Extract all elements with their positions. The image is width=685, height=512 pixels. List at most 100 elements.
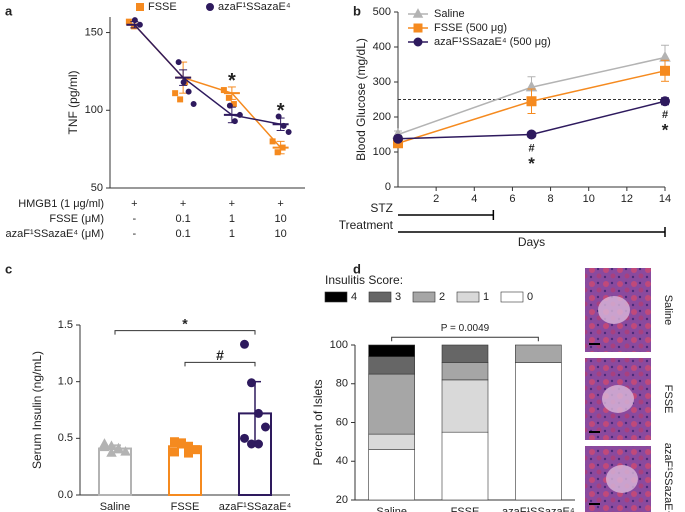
data-point <box>285 129 292 136</box>
x-tick-label: 10 <box>583 193 595 205</box>
series-line <box>133 24 281 126</box>
y-tick-label: 100 <box>85 104 103 116</box>
x-tick-label: Saline <box>376 506 407 512</box>
legend-label: FSSE (500 μg) <box>434 22 507 34</box>
comparison-bracket <box>391 336 539 342</box>
significance: * <box>277 100 285 122</box>
bar-segment <box>515 362 562 501</box>
y-axis-label: TNF (pg/ml) <box>66 71 80 135</box>
y-axis-label: Serum Insulin (ng/mL) <box>30 351 44 469</box>
legend-marker <box>412 8 424 18</box>
islet <box>606 465 638 493</box>
y-tick-label: 500 <box>373 6 391 18</box>
table-row-label: azaF¹SSazaE⁴ (μM) <box>6 228 104 240</box>
data-point <box>177 96 184 103</box>
x-tick-label: Saline <box>100 501 131 512</box>
mean-marker <box>393 133 403 144</box>
legend-marker <box>413 37 423 47</box>
annotation: * <box>662 121 669 140</box>
series-line <box>133 24 282 149</box>
timeline-label: STZ <box>370 201 393 215</box>
x-axis-label: Days <box>518 235 545 249</box>
data-point <box>99 441 110 452</box>
comparison-label: * <box>182 315 188 331</box>
bar-segment <box>368 373 415 435</box>
table-cell: 1 <box>229 213 235 225</box>
x-tick-label: FSSE <box>451 506 480 512</box>
mean-marker <box>526 129 537 140</box>
panel-letter: d <box>353 261 361 276</box>
legend-label: 2 <box>439 291 445 303</box>
legend-label: azaF¹SSazaE⁴ (500 μg) <box>434 36 551 48</box>
y-tick-label: 80 <box>336 378 348 390</box>
legend-marker <box>206 3 214 11</box>
bar-segment <box>441 379 489 433</box>
mean-marker <box>660 96 670 107</box>
y-tick-label: 50 <box>91 182 103 194</box>
legend-label: 3 <box>395 291 401 303</box>
y-axis-label: Blood Glucose (mg/dL) <box>354 38 368 161</box>
comparison-label: # <box>216 347 224 363</box>
y-tick-label: 0 <box>385 181 391 193</box>
islet <box>602 385 634 413</box>
legend-label: Saline <box>434 8 465 20</box>
legend-swatch <box>368 291 392 303</box>
legend-label: 0 <box>527 291 533 303</box>
comparison-label: P = 0.0049 <box>441 323 490 334</box>
x-tick-label: 4 <box>471 193 477 205</box>
image-label: FSSE <box>662 385 674 414</box>
table-cell: - <box>133 228 137 240</box>
data-point <box>247 378 256 388</box>
table-cell: 10 <box>275 213 287 225</box>
x-tick-label: 12 <box>621 193 633 205</box>
data-point <box>190 101 197 108</box>
image-label: azaF¹SSazaE⁴ <box>662 443 674 512</box>
comparison-bracket <box>114 330 256 335</box>
legend-label: azaF¹SSazaE⁴ <box>218 1 291 13</box>
legend-swatch <box>456 291 480 303</box>
image-label: Saline <box>662 295 674 326</box>
legend-marker <box>413 23 423 33</box>
y-tick-label: 0.0 <box>58 489 73 501</box>
bar-segment <box>441 344 489 363</box>
data-point <box>106 447 117 457</box>
data-point <box>185 88 192 95</box>
legend-label: 4 <box>351 291 357 303</box>
y-tick-label: 1.0 <box>58 376 73 388</box>
table-cell: + <box>131 198 137 210</box>
mean-marker <box>526 96 537 107</box>
data-point <box>120 446 131 456</box>
legend-swatch <box>412 291 436 303</box>
islet <box>598 296 630 324</box>
table-cell: 10 <box>275 228 287 240</box>
x-tick-label: FSSE <box>171 501 200 512</box>
bar-segment <box>515 344 562 363</box>
y-tick-label: 0.5 <box>58 432 73 444</box>
data-point <box>170 447 179 457</box>
y-tick-label: 300 <box>373 76 391 88</box>
y-tick-label: 20 <box>336 494 348 506</box>
bar-segment <box>368 449 415 501</box>
table-cell: 1 <box>229 228 235 240</box>
x-tick-label: 6 <box>509 193 515 205</box>
data-point <box>172 90 179 97</box>
panel-letter: b <box>353 3 361 18</box>
data-point <box>184 448 193 458</box>
table-cell: 0.1 <box>175 228 190 240</box>
y-tick-label: 60 <box>336 416 348 428</box>
y-tick-label: 1.5 <box>58 319 73 331</box>
y-tick-label: 400 <box>373 41 391 53</box>
data-point <box>254 408 263 418</box>
x-tick-label: azaF¹SSazaE⁴ <box>502 506 575 512</box>
bar-segment <box>368 356 415 375</box>
significance: * <box>228 70 236 92</box>
y-axis-label: Percent of Islets <box>311 379 325 465</box>
x-tick-label: 14 <box>659 193 671 205</box>
y-tick-label: 200 <box>373 111 391 123</box>
timeline-label: Treatment <box>339 218 394 232</box>
mean-marker <box>660 65 670 76</box>
y-tick-label: 100 <box>330 339 348 351</box>
comparison-bracket <box>184 361 256 367</box>
y-tick-label: 100 <box>373 146 391 158</box>
